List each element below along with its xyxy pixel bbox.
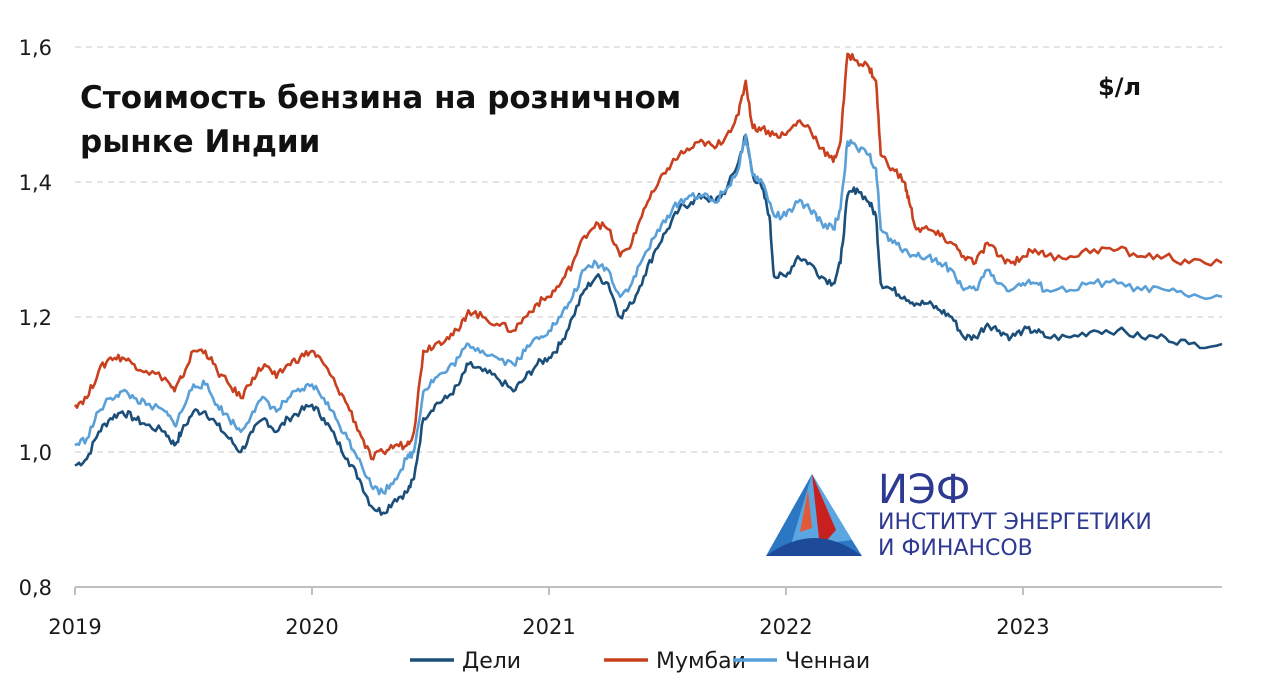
chart-title-line-1: Стоимость бензина на розничном	[80, 80, 681, 116]
logo-line-1: ИНСТИТУТ ЭНЕРГЕТИКИ	[878, 510, 1152, 535]
logo-emblem	[766, 474, 862, 556]
x-tick-label: 2022	[759, 615, 812, 639]
y-tick-label: 1,2	[19, 306, 52, 330]
grid-layer	[75, 46, 1222, 453]
axis-layer	[74, 586, 1222, 595]
series-line-2	[73, 52, 1223, 461]
y-tick-label: 0,8	[19, 576, 52, 600]
legend-label: Дели	[462, 649, 521, 674]
series-line-1	[74, 133, 1223, 516]
y-tick-label: 1,6	[19, 36, 52, 60]
legend-label: Ченнаи	[785, 649, 870, 674]
unit-label: $/л	[1098, 73, 1141, 101]
x-tick-labels: 2019 2020 2021 2022 2023	[48, 615, 1049, 639]
x-tick-label: 2020	[285, 615, 338, 639]
y-tick-label: 1,4	[19, 171, 52, 195]
x-tick-label: 2019	[48, 615, 101, 639]
legend: Дели Мумбаи Ченнаи	[410, 649, 870, 674]
x-tick-label: 2023	[996, 615, 1049, 639]
x-tick-label: 2021	[522, 615, 575, 639]
series-line-3	[74, 133, 1223, 496]
y-tick-labels: 0,8 1,0 1,2 1,4 1,6	[19, 36, 52, 600]
chart-title-line-2: рынке Индии	[80, 124, 320, 160]
logo-line-2: И ФИНАНСОВ	[878, 536, 1033, 561]
series-layer	[73, 52, 1223, 516]
y-tick-label: 1,0	[19, 441, 52, 465]
legend-label: Мумбаи	[656, 649, 746, 674]
logo: ИЭФ ИНСТИТУТ ЭНЕРГЕТИКИ И ФИНАНСОВ	[766, 467, 1152, 561]
logo-acronym: ИЭФ	[878, 467, 970, 513]
